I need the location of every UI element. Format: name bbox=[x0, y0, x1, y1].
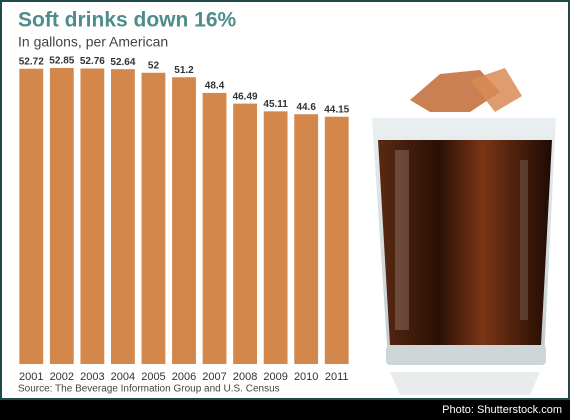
value-label: 52.72 bbox=[19, 56, 44, 67]
value-label: 52 bbox=[148, 60, 160, 71]
x-tick-label: 2004 bbox=[111, 371, 135, 383]
x-tick-label: 2006 bbox=[172, 371, 196, 383]
x-tick-label: 2010 bbox=[294, 371, 318, 383]
value-label: 45.11 bbox=[263, 99, 288, 110]
source: Source: The Beverage Information Group a… bbox=[18, 384, 280, 395]
x-tick-label: 2008 bbox=[233, 371, 257, 383]
bar bbox=[263, 111, 288, 365]
bar bbox=[49, 68, 74, 364]
bar bbox=[80, 68, 105, 365]
value-label: 44.15 bbox=[324, 104, 349, 115]
x-tick-label: 2011 bbox=[325, 371, 349, 383]
x-tick-label: 2001 bbox=[19, 371, 43, 383]
bar bbox=[233, 103, 258, 364]
x-tick-label: 2002 bbox=[50, 371, 74, 383]
bar bbox=[324, 116, 349, 364]
chart-title: Soft drinks down 16% bbox=[18, 9, 237, 32]
value-label: 52.64 bbox=[110, 57, 135, 68]
bar bbox=[172, 77, 196, 365]
x-tick-label: 2003 bbox=[80, 371, 104, 383]
x-tick-label: 2009 bbox=[263, 371, 287, 383]
glass-photo bbox=[372, 68, 556, 395]
bar bbox=[294, 114, 319, 365]
value-label: 52.85 bbox=[49, 56, 74, 67]
bar bbox=[110, 69, 135, 365]
bar bbox=[141, 72, 166, 364]
value-label: 52.76 bbox=[80, 56, 105, 67]
value-label: 44.6 bbox=[296, 102, 316, 113]
x-tick-label: 2007 bbox=[202, 371, 226, 383]
x-tick-label: 2005 bbox=[141, 371, 165, 383]
footer bbox=[0, 400, 570, 420]
bar bbox=[19, 68, 44, 365]
chart-subtitle: In gallons, per American bbox=[18, 34, 168, 50]
photo-credit: Photo: Shutterstock.com bbox=[442, 404, 562, 416]
value-label: 48.4 bbox=[205, 81, 225, 92]
value-label: 46.49 bbox=[233, 91, 258, 102]
bar bbox=[202, 92, 227, 364]
value-label: 51.2 bbox=[174, 65, 194, 76]
